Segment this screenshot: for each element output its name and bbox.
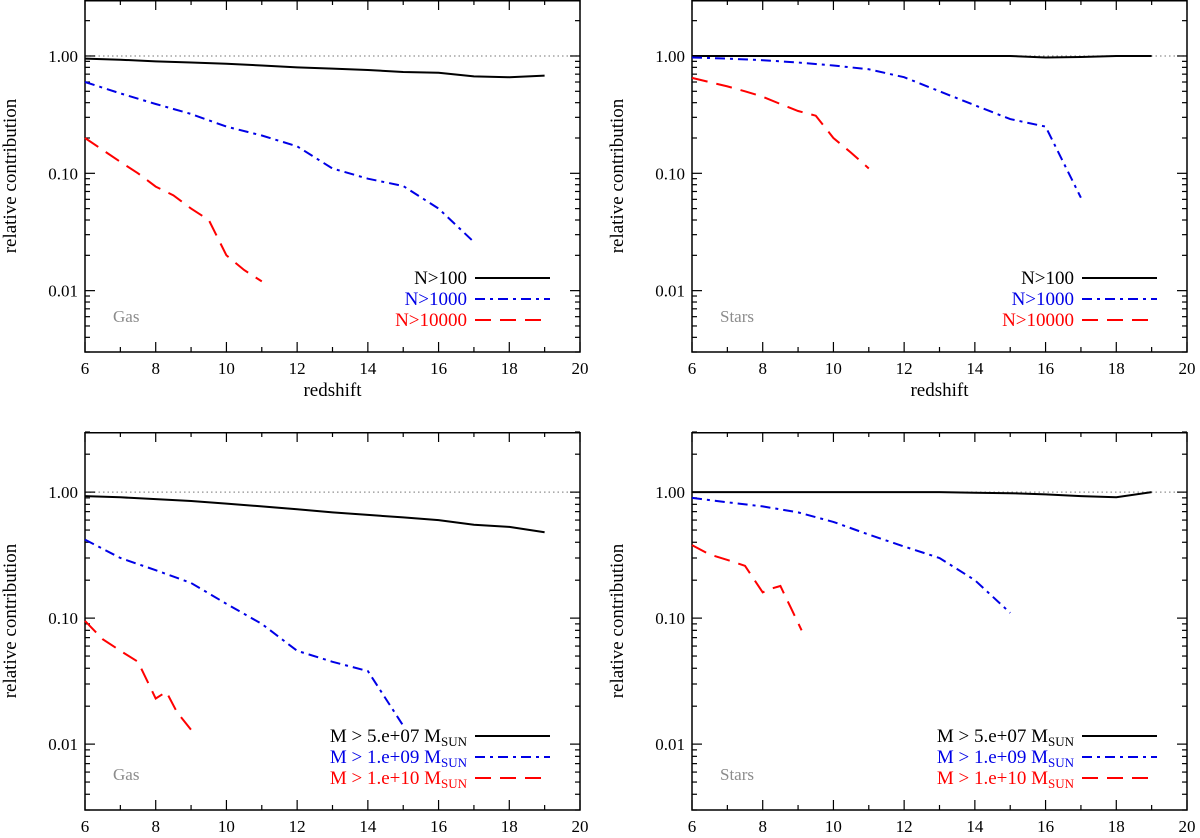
y-tick-label: 1.00 [48, 483, 78, 502]
legend-label-2: N>1000 [405, 289, 467, 310]
legend-subscript: SUN [1048, 734, 1075, 749]
legend-label-2: M > 1.e+09 MSUN [937, 747, 1075, 770]
x-tick-label: 6 [81, 359, 90, 378]
chart-panel-3: 681012141618200.010.101.00redshiftrelati… [0, 431, 589, 836]
x-tick-label: 12 [289, 817, 306, 836]
x-tick-label: 10 [825, 359, 842, 378]
x-tick-label: 20 [1179, 817, 1196, 836]
series-line-3 [691, 76, 870, 170]
chart-panel-2: 6 8 10 12 14 16 18 20 0.01 0.10 1.00 redshift relati… [607, 0, 1196, 401]
y-axis-label: relative contribution [607, 543, 628, 698]
panel-label: Stars [720, 765, 754, 784]
x-tick-label: 18 [1108, 817, 1125, 836]
series-line-3 [84, 137, 263, 283]
series-line-2 [691, 496, 1011, 614]
x-tick-label: 18 [501, 359, 518, 378]
x-tick-label: 14 [966, 359, 984, 378]
x-tick-label: 20 [572, 817, 589, 836]
y-tick-label: 1.00 [655, 47, 685, 66]
x-tick-label: 12 [896, 817, 913, 836]
y-tick-label: 1.00 [655, 483, 685, 502]
legend-subscript: SUN [441, 734, 468, 749]
x-tick-label: 6 [688, 359, 697, 378]
x-tick-label: 16 [430, 817, 447, 836]
x-tick-label: 18 [1108, 359, 1125, 378]
x-tick-label: 8 [151, 359, 160, 378]
legend-subscript: SUN [441, 755, 468, 770]
x-tick-label: 10 [825, 817, 842, 836]
x-tick-label: 14 [359, 359, 377, 378]
x-tick-label: 12 [289, 359, 306, 378]
chart-panel-1: 6 8 10 12 14 16 18 20 0.01 0.10 1.00 redshift relati… [0, 0, 589, 401]
y-tick-label: 0.10 [655, 164, 685, 183]
legend-label-3: N>10000 [1002, 310, 1074, 331]
series-line-3 [691, 544, 803, 631]
y-tick-label: 0.01 [48, 735, 78, 754]
legend-label-3: M > 1.e+10 MSUN [330, 768, 468, 791]
y-tick-label: 0.01 [655, 735, 685, 754]
x-axis-label: redshift [910, 380, 969, 401]
x-tick-label: 20 [572, 359, 589, 378]
x-tick-label: 6 [81, 817, 90, 836]
x-tick-label: 20 [1179, 359, 1196, 378]
x-tick-label: 10 [218, 817, 235, 836]
legend-label-3: M > 1.e+10 MSUN [937, 768, 1075, 791]
y-axis-label: relative contribution [0, 543, 21, 698]
y-tick-label: 0.10 [48, 609, 78, 628]
series-line-1 [692, 491, 1152, 499]
y-tick-label: 0.10 [655, 609, 685, 628]
legend-label-1: M > 5.e+07 MSUN [330, 726, 468, 749]
series-line-1 [84, 57, 545, 79]
y-axis-label: relative contribution [0, 98, 21, 253]
x-tick-label: 6 [688, 817, 697, 836]
x-tick-label: 12 [896, 359, 913, 378]
x-tick-label: 16 [1037, 359, 1054, 378]
x-tick-label: 8 [151, 817, 160, 836]
y-tick-label: 0.10 [48, 164, 78, 183]
panel-label: Stars [720, 307, 754, 326]
y-tick-label: 0.01 [655, 282, 685, 301]
chart-panel-4: 681012141618200.010.101.00redshiftrelati… [607, 431, 1196, 836]
series-line-1 [84, 495, 545, 534]
legend-label-1: M > 5.e+07 MSUN [937, 726, 1075, 749]
x-tick-label: 8 [758, 817, 767, 836]
x-axis-label: redshift [303, 380, 362, 401]
legend-subscript: SUN [1048, 755, 1075, 770]
series-line-1 [692, 55, 1152, 59]
legend-label-1: N>100 [1021, 268, 1074, 289]
x-tick-label: 18 [501, 817, 518, 836]
y-tick-label: 1.00 [48, 47, 78, 66]
series-line-3 [84, 620, 192, 731]
legend-subscript: SUN [1048, 776, 1075, 791]
legend-label-2: N>1000 [1012, 289, 1074, 310]
legend-label-3: N>10000 [395, 310, 467, 331]
panel-label: Gas [113, 765, 139, 784]
x-tick-label: 14 [359, 817, 377, 836]
series-line-2 [84, 538, 405, 727]
y-tick-label: 0.01 [48, 282, 78, 301]
legend-label-2: M > 1.e+09 MSUN [330, 747, 468, 770]
legend-label-1: N>100 [414, 268, 467, 289]
series-line-2 [84, 81, 475, 243]
x-tick-label: 16 [430, 359, 447, 378]
series-line-2 [691, 56, 1082, 199]
legend-subscript: SUN [441, 776, 468, 791]
x-tick-label: 8 [758, 359, 767, 378]
x-tick-label: 16 [1037, 817, 1054, 836]
x-tick-label: 14 [966, 817, 984, 836]
panel-label: Gas [113, 307, 139, 326]
y-axis-label: relative contribution [607, 98, 628, 253]
x-tick-label: 10 [218, 359, 235, 378]
